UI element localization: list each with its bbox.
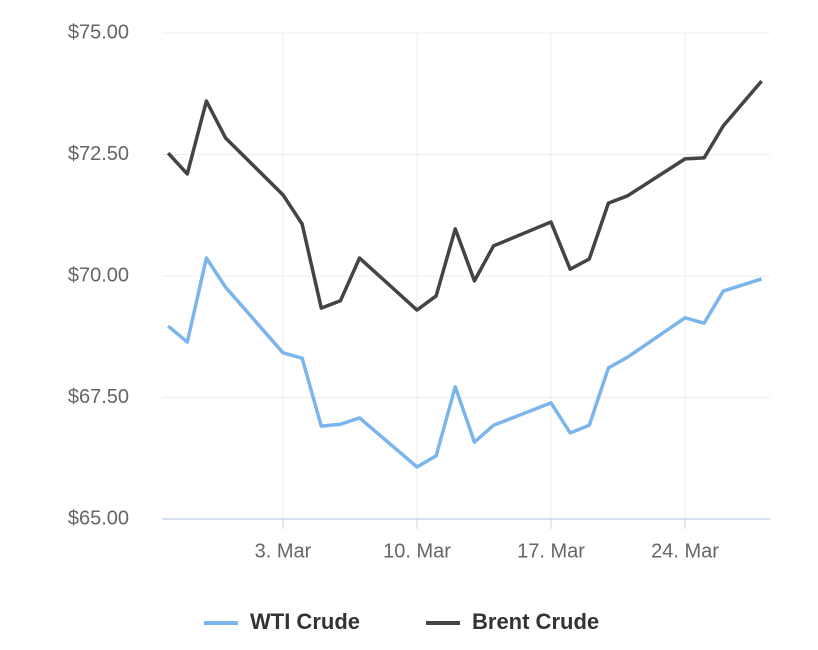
x-tick-label: 3. Mar (255, 540, 312, 562)
legend-label: WTI Crude (250, 609, 360, 634)
legend-label: Brent Crude (472, 609, 599, 634)
x-tick-label: 10. Mar (383, 540, 451, 562)
series-line (166, 79, 763, 312)
y-tick-label: $65.00 (68, 507, 129, 529)
x-tick-label: 24. Mar (651, 540, 719, 562)
series-line (167, 256, 763, 469)
y-tick-label: $67.50 (68, 386, 129, 408)
x-tick-label: 17. Mar (517, 540, 585, 562)
y-tick-label: $75.00 (68, 21, 129, 43)
y-tick-label: $72.50 (68, 143, 129, 165)
y-tick-label: $70.00 (68, 264, 129, 286)
